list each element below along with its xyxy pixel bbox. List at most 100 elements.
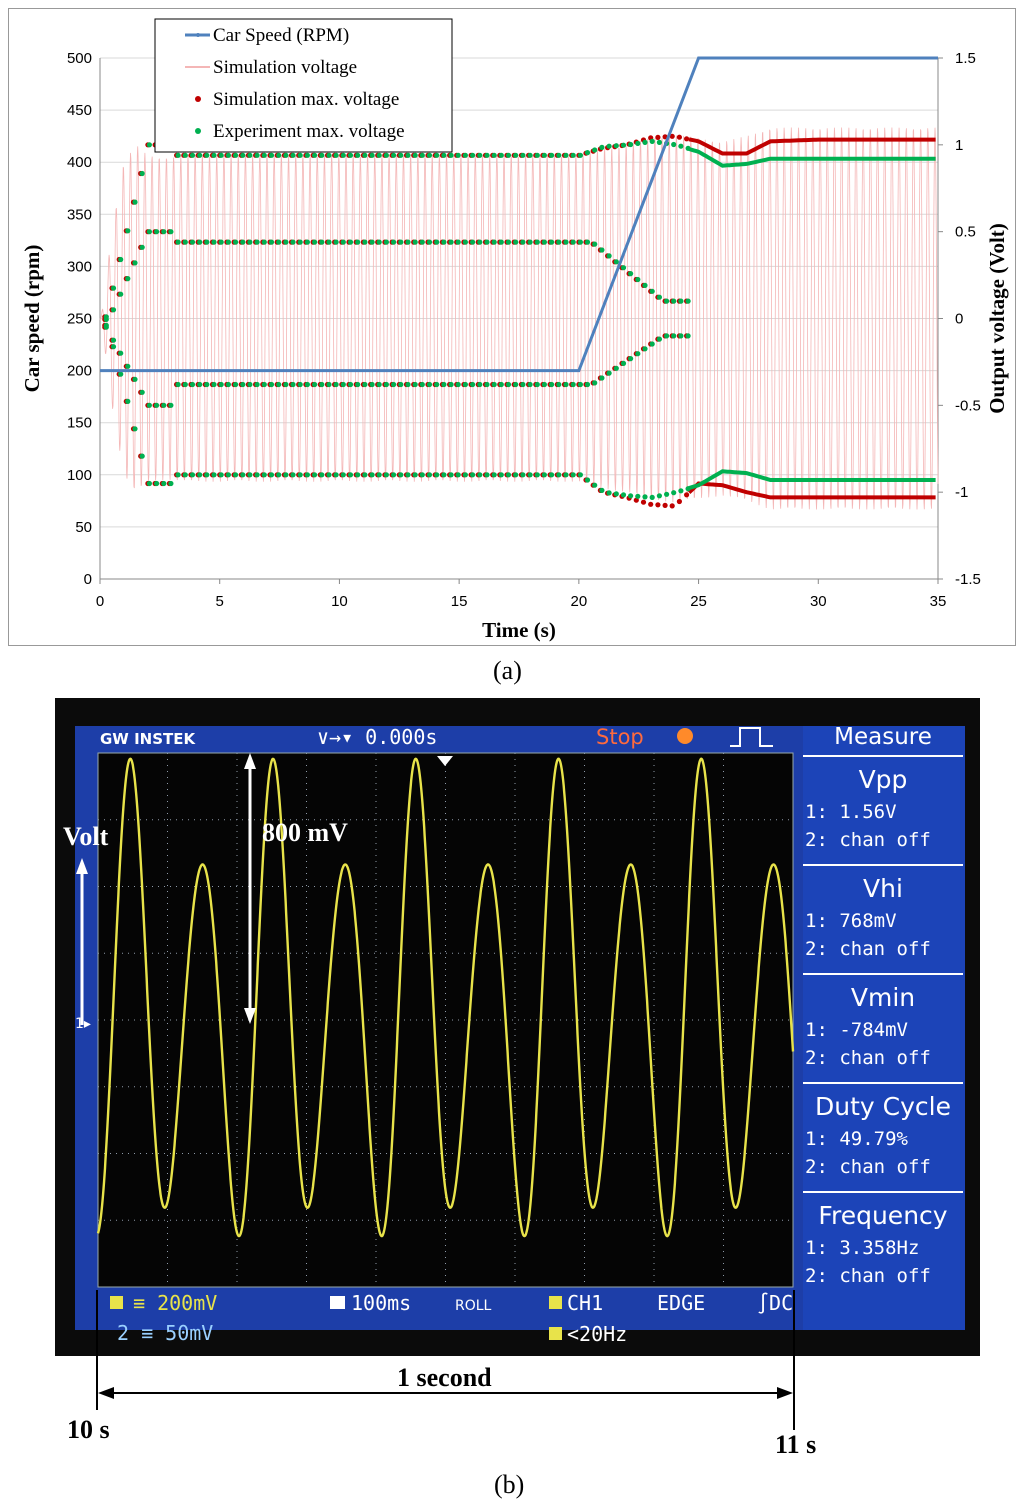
experiment-max-dot <box>391 239 397 245</box>
y-tick-label-right: 1 <box>955 137 963 154</box>
legend-swatch-marker <box>196 33 200 37</box>
trigger-type: EDGE <box>657 1291 705 1315</box>
y-tick-label-left: 350 <box>67 206 92 223</box>
measure-ch1-value: 1: -784mV <box>805 1019 908 1041</box>
y-tick-label-right: 0 <box>955 311 963 328</box>
experiment-max-dot <box>441 239 447 245</box>
x-axis-title: Time (s) <box>482 618 556 642</box>
experiment-max-dot <box>462 239 468 245</box>
experiment-max-dot <box>426 472 433 478</box>
experiment-max-dot <box>369 381 375 388</box>
experiment-max-dot <box>139 170 145 177</box>
experiment-max-dot <box>247 152 253 158</box>
y-tick-label-left: 250 <box>67 311 92 328</box>
experiment-max-dot <box>211 381 217 388</box>
experiment-max-dot <box>268 152 275 158</box>
experiment-max-dot <box>470 239 476 245</box>
experiment-max-dot <box>391 152 397 158</box>
experiment-max-dot <box>175 472 181 478</box>
legend-box <box>154 18 453 153</box>
y-tick-label-left: 50 <box>75 519 92 536</box>
experiment-max-lower-line <box>688 469 936 490</box>
y-tick-label-left: 200 <box>67 363 92 380</box>
caption-b: (b) <box>494 1470 525 1499</box>
ch1-badge <box>110 1296 123 1309</box>
experiment-max-dot <box>398 152 404 158</box>
experiment-max-dot <box>549 152 555 158</box>
experiment-max-dot <box>419 239 425 245</box>
experiment-max-dot <box>132 376 138 382</box>
experiment-max-dot <box>240 239 246 245</box>
experiment-max-dot <box>491 152 497 158</box>
experiment-max-dot <box>290 472 296 478</box>
measure-panel <box>803 726 965 1330</box>
amplitude-label: 800 mV <box>262 818 348 847</box>
volt-label: Volt <box>63 822 109 851</box>
experiment-max-dot <box>312 152 318 158</box>
experiment-max-dot <box>333 472 339 478</box>
experiment-max-dot <box>613 365 619 371</box>
experiment-max-dot <box>434 381 440 388</box>
experiment-max-dot <box>599 144 605 150</box>
experiment-max-dot <box>355 381 361 388</box>
experiment-max-dot <box>628 141 634 148</box>
experiment-max-dot <box>520 381 526 388</box>
experiment-max-dot <box>649 341 655 347</box>
experiment-max-dot <box>189 472 196 478</box>
measure-name: Frequency <box>818 1201 947 1230</box>
experiment-max-dot <box>498 239 504 245</box>
experiment-max-dot <box>326 152 332 158</box>
measure-name: Vhi <box>863 874 903 903</box>
experiment-max-dot <box>218 381 224 388</box>
experiment-max-dot <box>383 472 389 478</box>
experiment-max-dot <box>182 152 188 158</box>
experiment-max-dot <box>125 276 131 282</box>
experiment-max-dot <box>556 381 562 388</box>
experiment-max-dot <box>268 381 275 388</box>
experiment-max-dot <box>635 351 641 357</box>
y-tick-label-left: 300 <box>67 258 92 275</box>
experiment-max-dot <box>462 381 468 388</box>
experiment-max-dot <box>283 472 289 478</box>
experiment-max-dot <box>455 239 461 245</box>
trigger-time-readout: ∨→▾ 0.000s <box>317 725 437 749</box>
experiment-max-dot <box>376 472 382 478</box>
experiment-max-dot <box>283 381 289 388</box>
experiment-max-dot <box>197 239 203 245</box>
trigger-edge-icon <box>730 727 773 747</box>
measure-ch2-value: 2: chan off <box>805 829 931 851</box>
experiment-max-dot <box>477 472 483 478</box>
experiment-max-dot <box>563 152 569 158</box>
experiment-max-dot <box>505 239 512 245</box>
experiment-max-dot <box>671 298 677 304</box>
experiment-max-dot <box>312 472 318 478</box>
experiment-max-dot <box>197 472 203 478</box>
experiment-max-dot <box>455 381 461 388</box>
experiment-max-dot <box>110 307 117 313</box>
experiment-max-dot <box>534 152 540 158</box>
experiment-max-dot <box>664 491 670 497</box>
legend-label: Simulation max. voltage <box>213 89 399 110</box>
experiment-max-dot <box>204 472 210 478</box>
measure-ch2-value: 2: chan off <box>805 938 931 960</box>
experiment-max-dot <box>606 253 612 259</box>
experiment-max-dot <box>340 381 346 388</box>
experiment-max-dot <box>189 152 196 158</box>
experiment-max-dot <box>225 152 231 158</box>
experiment-max-dot <box>419 152 425 158</box>
experiment-max-dot <box>225 239 231 245</box>
experiment-max-dot <box>592 380 598 386</box>
legend-label: Car Speed (RPM) <box>213 25 349 46</box>
experiment-max-dot <box>549 381 555 388</box>
experiment-max-dot <box>362 239 368 245</box>
experiment-max-dot <box>599 487 605 493</box>
experiment-max-dot <box>276 381 282 388</box>
experiment-max-dot <box>247 472 253 478</box>
experiment-max-dot <box>426 381 433 388</box>
experiment-max-dot <box>642 282 648 288</box>
experiment-max-dot <box>664 298 670 304</box>
experiment-max-dot <box>419 381 425 388</box>
experiment-max-dot <box>484 381 490 388</box>
experiment-max-dot <box>505 472 512 478</box>
experiment-max-dot <box>678 333 684 339</box>
